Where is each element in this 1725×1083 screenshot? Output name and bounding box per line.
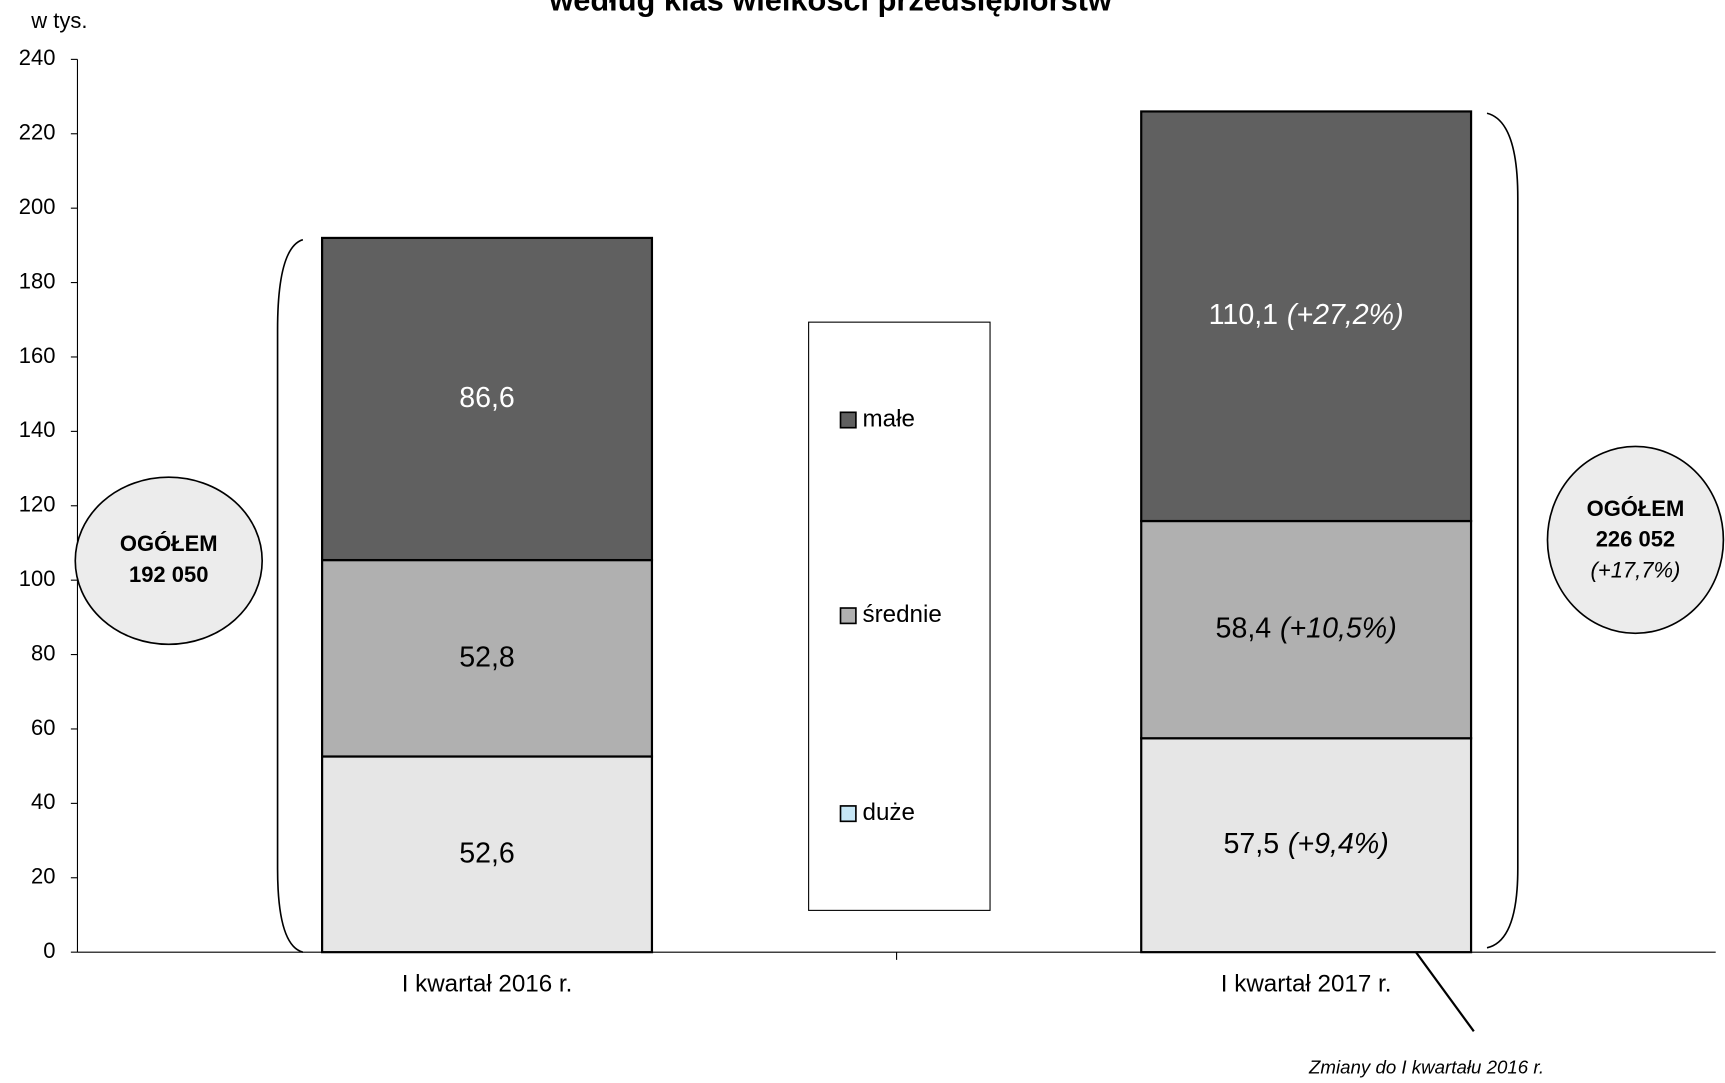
- y-tick-label: 100: [19, 566, 56, 591]
- value-label: 110,1 (+27,2%): [1209, 299, 1404, 331]
- value-text: 57,5: [1223, 828, 1279, 860]
- y-tick-label: 220: [19, 120, 56, 145]
- y-tick-label: 80: [31, 640, 55, 665]
- value-text: 110,1: [1209, 299, 1278, 331]
- y-tick-label: 140: [19, 417, 56, 442]
- total-change: (+17,7%): [1591, 558, 1681, 583]
- total-value: 192 050: [129, 562, 208, 587]
- change-text: (+10,5%): [1280, 612, 1397, 644]
- brace-right: [1486, 112, 1519, 949]
- legend-label: średnie: [863, 601, 942, 628]
- change-text: (+9,4%): [1288, 828, 1389, 860]
- value-label: 57,5 (+9,4%): [1223, 828, 1388, 860]
- legend-box: [808, 321, 991, 911]
- y-unit: w tys.: [30, 8, 87, 33]
- bar-segment: [321, 236, 654, 562]
- chart-title: według klas wielkości przedsiębiorstw: [548, 0, 1112, 17]
- value-label: 52,8: [459, 641, 515, 673]
- bar-segment: [1140, 737, 1473, 954]
- bar-segment: [1140, 519, 1473, 740]
- total-bubble: [74, 476, 264, 646]
- bar-segment: [1140, 110, 1473, 523]
- total-label: OGÓŁEM: [1587, 496, 1685, 521]
- annotation: Zmiany do I kwartału 2016 r.: [1308, 1057, 1544, 1078]
- total-label: OGÓŁEM: [120, 531, 218, 556]
- y-tick-label: 0: [43, 938, 55, 963]
- legend-swatch: [839, 411, 857, 429]
- legend-swatch: [839, 805, 857, 823]
- value-label: 86,6: [459, 382, 515, 414]
- x-tick-label: I kwartał 2016 r.: [402, 971, 573, 998]
- value-text: 58,4: [1216, 612, 1272, 644]
- legend-label: duże: [863, 799, 915, 826]
- legend-label: małe: [863, 405, 915, 432]
- y-tick-label: 60: [31, 715, 55, 740]
- y-tick-label: 240: [19, 45, 56, 70]
- change-text: (+27,2%): [1287, 299, 1404, 331]
- value-text: 52,8: [459, 641, 515, 673]
- value-text: 52,6: [459, 837, 515, 869]
- total-bubble: [1546, 445, 1725, 635]
- y-tick-label: 40: [31, 789, 55, 814]
- y-tick-label: 200: [19, 194, 56, 219]
- x-tick-label: I kwartał 2017 r.: [1221, 971, 1392, 998]
- y-tick-label: 180: [19, 268, 56, 293]
- brace-left: [276, 238, 304, 953]
- total-value: 226 052: [1596, 527, 1675, 552]
- value-label: 58,4 (+10,5%): [1216, 612, 1397, 644]
- y-tick-label: 20: [31, 864, 55, 889]
- value-text: 86,6: [459, 382, 515, 414]
- value-label: 52,6: [459, 837, 515, 869]
- legend-swatch: [839, 607, 857, 625]
- y-tick-label: 160: [19, 343, 56, 368]
- y-tick-label: 120: [19, 492, 56, 517]
